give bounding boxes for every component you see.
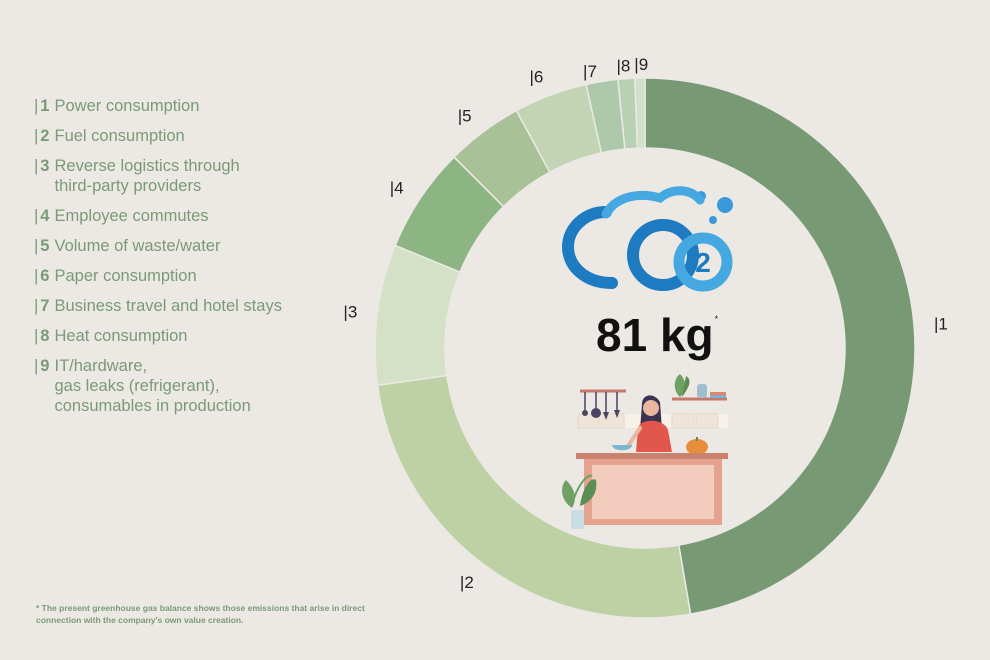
legend-divider: | [34, 267, 39, 285]
legend-label: Business travel and hotel stays [54, 297, 282, 315]
legend-item: | 6 Paper consumption [34, 266, 334, 286]
legend-number: 7 [40, 297, 50, 315]
legend-label: Heat consumption [54, 327, 188, 345]
legend-label: Volume of waste/water [54, 237, 221, 255]
legend-item: | 3 Reverse logistics through third-party … [34, 156, 334, 196]
legend-divider: | [34, 127, 39, 145]
total-emissions-asterisk: * [714, 314, 719, 324]
legend-label: Reverse logistics through third-party pr… [54, 157, 240, 195]
donut-segment-label-4: |4 [390, 178, 404, 197]
legend: | 1 Power consumption | 2 Fuel consumption | 3 R… [34, 96, 334, 426]
donut-segment-labels: |1 |2 |3 |4 |5 |6 |7 |8 |9 [343, 55, 947, 592]
kitchen-illustration [562, 374, 728, 529]
donut-segment-label-1: |1 [934, 314, 948, 333]
legend-item: | 9 IT/hardware, gas leaks (refrigerant), … [34, 356, 334, 416]
donut-segment-label-9: |9 [634, 55, 648, 74]
legend-item: | 2 Fuel consumption [34, 126, 334, 146]
donut-segment-label-5: |5 [458, 107, 472, 126]
legend-item: | 8 Heat consumption [34, 326, 334, 346]
footnote: * The present greenhouse gas balance sho… [36, 603, 365, 625]
legend-divider: | [34, 97, 39, 115]
donut-segment-1 [644, 77, 916, 615]
legend-number: 9 [40, 357, 50, 375]
legend-item: | 7 Business travel and hotel stays [34, 296, 334, 316]
legend-divider: | [34, 237, 39, 255]
legend-number: 6 [40, 267, 50, 285]
legend-number: 4 [40, 207, 50, 225]
donut-segment-label-6: |6 [529, 67, 543, 86]
legend-number: 2 [40, 127, 50, 145]
legend-label: Fuel consumption [54, 127, 185, 145]
legend-number: 5 [40, 237, 50, 255]
donut-segment-label-8: |8 [616, 56, 630, 75]
legend-label: Employee commutes [54, 207, 209, 225]
legend-item: | 4 Employee commutes [34, 206, 334, 226]
legend-divider: | [34, 157, 39, 175]
legend-item: | 1 Power consumption [34, 96, 334, 116]
donut-segment-label-7: |7 [583, 62, 597, 81]
donut-segment-label-2: |2 [460, 573, 474, 592]
legend-label: Power consumption [54, 97, 200, 115]
legend-item: | 5 Volume of waste/water [34, 236, 334, 256]
legend-number: 8 [40, 327, 50, 345]
co2-logo-icon: 2 [561, 186, 733, 292]
donut-segments [374, 77, 916, 619]
legend-label: IT/hardware, gas leaks (refrigerant), co… [54, 357, 251, 415]
co2-logo-subscript: 2 [695, 247, 711, 278]
legend-number: 1 [40, 97, 50, 115]
legend-number: 3 [40, 157, 50, 175]
total-emissions-value: 81 kg* [596, 309, 719, 361]
legend-label: Paper consumption [54, 267, 197, 285]
legend-divider: | [34, 327, 39, 345]
donut-segment-9 [634, 77, 646, 149]
legend-divider: | [34, 207, 39, 225]
legend-divider: | [34, 297, 39, 315]
donut-segment-label-3: |3 [343, 303, 357, 322]
legend-divider: | [34, 357, 39, 375]
